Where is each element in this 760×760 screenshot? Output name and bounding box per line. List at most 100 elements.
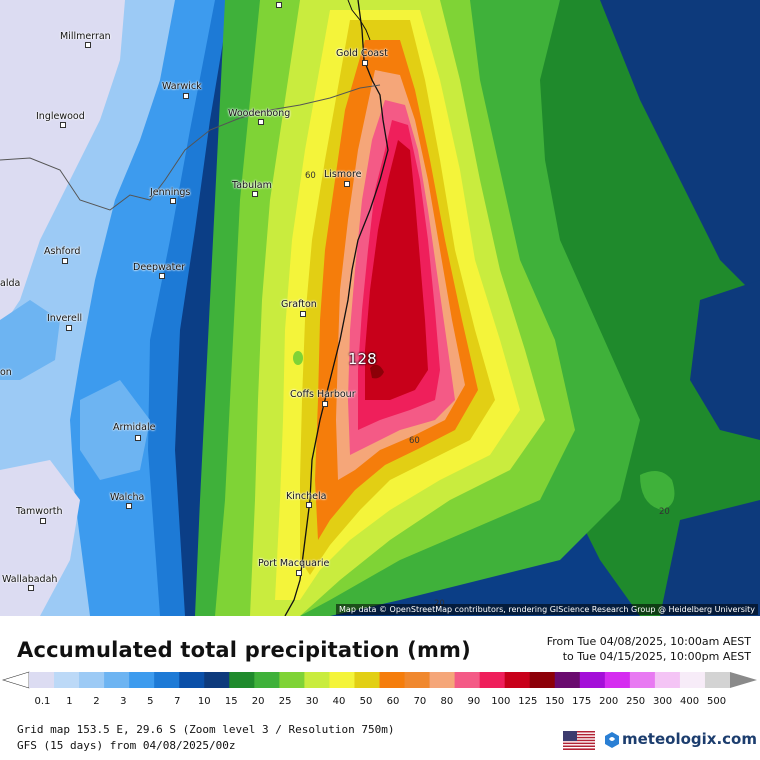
city-label: Tamworth (16, 506, 63, 517)
precipitation-map[interactable]: Millmerran Warwick Inglewood Woodenbong … (0, 0, 760, 616)
color-scale-tick-label: 500 (706, 696, 727, 707)
city-label: Gold Coast (336, 48, 388, 59)
city-marker (126, 503, 132, 509)
color-scale-tick-label: 200 (599, 696, 619, 707)
city-label: Deepwater (133, 262, 186, 273)
color-scale-swatch (379, 672, 406, 688)
city-label: Wallabadah (2, 574, 58, 585)
color-scale-swatch (529, 672, 556, 688)
color-scale-ticks: 0.1 1 2 3 5 7 10 15 20 25 30 40 50 60 70 80 90 100 125 150 1… (0, 696, 760, 710)
city-label: Ashford (44, 246, 81, 257)
color-scale-swatch (629, 672, 656, 688)
color-scale-swatch (679, 672, 706, 688)
color-scale-tick-label: 0.1 (34, 696, 51, 707)
city-marker (258, 119, 264, 125)
color-scale-tick-label: 30 (305, 696, 319, 707)
color-scale-swatch (604, 672, 631, 688)
meteologix-logo-icon (605, 732, 619, 748)
city-marker (300, 311, 306, 317)
color-scale-tick-label: 25 (278, 696, 292, 707)
contour-label: 60 (409, 436, 420, 446)
city-marker (40, 518, 46, 524)
us-flag-icon[interactable] (563, 731, 595, 750)
city-label: Tabulam (232, 180, 272, 191)
contour-label: 20 (659, 507, 670, 517)
city-marker (135, 435, 141, 441)
color-scale-tick-label: 40 (332, 696, 346, 707)
map-title: Accumulated total precipitation (mm) (17, 638, 471, 662)
color-scale-tick-label: 70 (413, 696, 427, 707)
scale-arrow-right (730, 672, 757, 688)
city-marker (306, 502, 312, 508)
contour-label: 60 (305, 171, 316, 181)
city-label: on (0, 367, 12, 378)
color-scale-swatch (79, 672, 105, 688)
city-marker (66, 325, 72, 331)
city-label: Armidale (113, 422, 156, 433)
color-scale-tick-label: 175 (572, 696, 592, 707)
city-marker (85, 42, 91, 48)
city-label: alda (0, 278, 21, 289)
color-scale-tick-label: 250 (626, 696, 646, 707)
color-scale-tick-label: 1 (66, 696, 73, 707)
color-scale-bar (1, 671, 757, 689)
color-scale-swatch (54, 672, 80, 688)
max-value-label: 128 (348, 350, 377, 368)
city-marker (252, 191, 258, 197)
city-marker (60, 122, 66, 128)
city-label: Jennings (150, 187, 191, 198)
color-scale-swatch (254, 672, 280, 688)
color-scale-tick-label: 60 (386, 696, 400, 707)
color-scale-swatch (204, 672, 230, 688)
city-label: Woodenbong (228, 108, 291, 119)
color-scale-swatch (479, 672, 506, 688)
color-scale-swatch (129, 672, 155, 688)
color-scale-tick-label: 10 (197, 696, 211, 707)
color-scale-swatch (454, 672, 481, 688)
color-scale-tick-label: 400 (680, 696, 700, 707)
color-scale-tick-label: 300 (653, 696, 673, 707)
brand-name[interactable]: meteologix.com (622, 730, 757, 748)
city-marker (322, 401, 328, 407)
city-marker (170, 198, 176, 204)
color-scale-tick-label: 7 (174, 696, 181, 707)
city-marker (276, 2, 282, 8)
city-label: Walcha (110, 492, 145, 503)
precipitation-field (0, 0, 760, 616)
color-scale-swatch (329, 672, 355, 688)
color-scale-tick-label: 3 (120, 696, 127, 707)
color-scale-swatch (404, 672, 431, 688)
color-scale-swatch (104, 672, 130, 688)
color-scale-tick-label: 150 (545, 696, 565, 707)
city-marker (28, 585, 34, 591)
color-scale-swatch (354, 672, 380, 688)
model-info: GFS (15 days) from 04/08/2025/00z (17, 739, 236, 752)
color-scale-tick-label: 80 (440, 696, 454, 707)
color-scale-tick-label: 90 (467, 696, 481, 707)
color-scale-swatch (29, 672, 55, 688)
city-label: Lismore (324, 169, 362, 180)
color-scale-swatch (154, 672, 180, 688)
city-label: Inglewood (36, 111, 85, 122)
city-marker (362, 60, 368, 66)
scale-arrow-left (1, 671, 30, 689)
city-label: Warwick (162, 81, 202, 92)
city-label: Millmerran (60, 31, 111, 42)
city-marker (344, 181, 350, 187)
color-scale-swatch (654, 672, 681, 688)
city-label: Port Macquarie (258, 558, 330, 569)
color-scale-swatch (179, 672, 205, 688)
city-marker (62, 258, 68, 264)
city-marker (296, 570, 302, 576)
date-range-from: From Tue 04/08/2025, 10:00am AEST (546, 635, 751, 648)
color-scale-tick-label: 2 (93, 696, 100, 707)
city-label: Coffs Harbour (290, 389, 356, 400)
color-scale-tick-label: 5 (147, 696, 154, 707)
color-scale-swatch (554, 672, 581, 688)
color-scale-swatch (229, 672, 255, 688)
color-scale-swatch (579, 672, 606, 688)
color-scale-swatch (704, 672, 731, 688)
color-scale-swatch (304, 672, 330, 688)
color-scale-tick-label: 50 (359, 696, 373, 707)
map-attribution: Map data © OpenStreetMap contributors, r… (336, 604, 758, 615)
